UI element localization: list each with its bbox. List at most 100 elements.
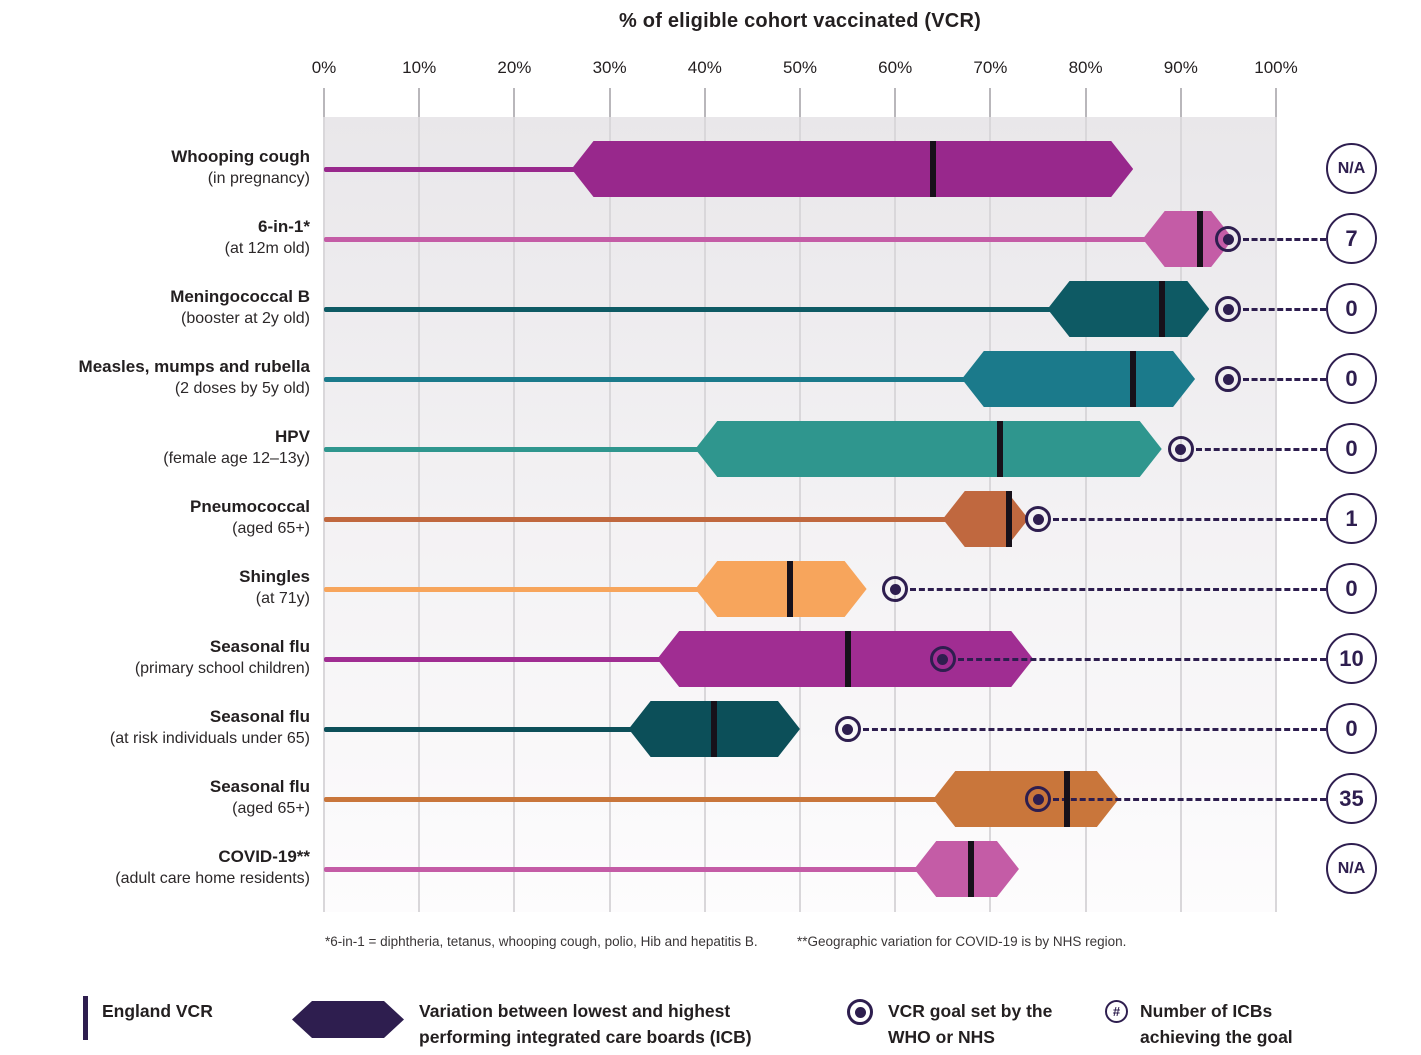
row-label-name: Measles, mumps and rubella xyxy=(78,357,310,376)
goal-dash-line xyxy=(1195,447,1326,451)
x-axis-tick-mark xyxy=(513,88,516,117)
row-label-name: Meningococcal B xyxy=(170,287,310,306)
whisker-line xyxy=(324,726,651,732)
footnote-covid: **Geographic variation for COVID-19 is b… xyxy=(797,934,1127,949)
icb-count-badge: N/A xyxy=(1326,843,1377,894)
legend-vcr-goal-icon xyxy=(847,999,873,1025)
vcr-goal-dot xyxy=(1222,303,1234,315)
x-axis-tick-label: 70% xyxy=(973,58,1008,77)
vcr-goal-marker xyxy=(1215,296,1242,322)
x-axis-tick-label: 90% xyxy=(1163,58,1198,77)
x-axis-tick-mark xyxy=(989,88,992,117)
row-label: COVID-19** (adult care home residents) xyxy=(0,846,310,890)
x-axis-tick-label: 40% xyxy=(687,58,722,77)
gridline xyxy=(513,117,516,912)
legend-vcr-goal-label: VCR goal set by the WHO or NHS xyxy=(888,1001,1053,1047)
x-axis-tick-mark xyxy=(1084,88,1087,117)
england-vcr-tick xyxy=(1006,491,1013,547)
gridline xyxy=(1179,117,1182,912)
x-axis-tick-mark xyxy=(1179,88,1182,117)
vcr-goal-marker xyxy=(834,716,861,742)
row-label-detail: (in pregnancy) xyxy=(207,170,310,187)
england-vcr-tick xyxy=(1158,281,1165,337)
row-label: Whooping cough (in pregnancy) xyxy=(0,146,310,190)
row-label: Seasonal flu (aged 65+) xyxy=(0,776,310,820)
icb-count-badge: 0 xyxy=(1326,423,1377,474)
icb-count-badge: 0 xyxy=(1326,283,1377,334)
row-label-name: COVID-19** xyxy=(218,847,310,866)
x-axis-tick-label: 50% xyxy=(782,58,818,77)
gridline xyxy=(894,117,897,912)
vcr-goal-dot xyxy=(1222,233,1234,245)
x-axis-tick-label: 0% xyxy=(311,58,337,77)
row-label: Seasonal flu (primary school children) xyxy=(0,636,310,680)
x-axis-tick-mark xyxy=(1275,88,1277,117)
gridline xyxy=(703,117,706,912)
gridline xyxy=(799,117,801,912)
vcr-goal-marker xyxy=(929,646,956,672)
england-vcr-tick xyxy=(787,561,794,617)
row-label-name: Shingles xyxy=(239,567,310,586)
row-label-name: Pneumococcal xyxy=(190,497,310,516)
icb-count-badge: 0 xyxy=(1326,353,1377,404)
whisker-line xyxy=(324,516,965,522)
whisker-line xyxy=(324,796,956,802)
icb-count-badge: 10 xyxy=(1326,633,1377,684)
row-label-detail: (at 71y) xyxy=(255,590,310,607)
icb-count-badge: 35 xyxy=(1326,773,1377,824)
vcr-goal-marker xyxy=(1215,226,1242,252)
whisker-line xyxy=(324,446,718,452)
icb-count-badge: 1 xyxy=(1326,493,1377,544)
x-axis-tick-label: 10% xyxy=(402,58,437,77)
legend-icb-variation-label: Variation between lowest and highest per… xyxy=(419,1001,752,1047)
x-axis-tick-mark xyxy=(894,88,897,117)
whisker-line xyxy=(324,656,680,662)
vcr-goal-marker xyxy=(1025,506,1051,532)
icb-range-hexagon xyxy=(695,561,866,617)
x-axis-tick-label: 30% xyxy=(592,58,627,77)
whisker-line xyxy=(324,166,594,172)
row-label-detail: (at 12m old) xyxy=(224,240,310,257)
gridline xyxy=(1084,117,1087,912)
row-label-name: Seasonal flu xyxy=(209,777,310,796)
gridline xyxy=(323,117,325,912)
icb-range-hexagon xyxy=(1048,281,1210,337)
vcr-goal-marker xyxy=(1167,436,1194,462)
x-axis-tick-mark xyxy=(418,88,421,117)
legend-england-vcr-label: England VCR xyxy=(102,1001,213,1021)
icb-count-badge: 7 xyxy=(1326,213,1377,264)
x-axis-tick-label: 60% xyxy=(878,58,913,77)
england-vcr-tick xyxy=(844,631,851,687)
row-label: HPV (female age 12–13y) xyxy=(0,426,310,470)
x-axis-tick-label: 20% xyxy=(497,58,532,77)
row-label: 6-in-1* (at 12m old) xyxy=(0,216,310,260)
vcr-goal-dot xyxy=(1032,513,1044,525)
chart-title: % of eligible cohort vaccinated (VCR) xyxy=(619,10,981,32)
goal-dash-line xyxy=(1053,517,1326,521)
row-label-name: 6-in-1* xyxy=(258,217,310,236)
vcr-goal-dot xyxy=(1175,443,1187,455)
row-label-detail: (at risk individuals under 65) xyxy=(109,730,310,747)
row-label-detail: (aged 65+) xyxy=(232,520,310,537)
goal-dash-line xyxy=(1243,237,1326,241)
england-vcr-tick xyxy=(996,421,1003,477)
x-axis-tick-mark xyxy=(323,88,325,117)
row-label: Measles, mumps and rubella (2 doses by 5y… xyxy=(0,356,310,400)
row-label-detail: (adult care home residents) xyxy=(115,870,310,887)
whisker-line xyxy=(324,586,718,592)
icb-range-hexagon xyxy=(572,141,1134,197)
legend-icb-count-label: Number of ICBs achieving the goal xyxy=(1140,1001,1293,1047)
legend-england-vcr-icon xyxy=(83,996,88,1040)
whisker-line xyxy=(324,376,984,382)
england-vcr-tick xyxy=(1196,211,1203,267)
row-label: Shingles (at 71y) xyxy=(0,566,310,610)
vcr-goal-dot xyxy=(1032,793,1044,805)
x-axis-tick-mark xyxy=(703,88,706,117)
x-axis-tick-label: 80% xyxy=(1068,58,1103,77)
row-label: Seasonal flu (at risk individuals under 6… xyxy=(0,706,310,750)
row-label: Meningococcal B (booster at 2y old) xyxy=(0,286,310,330)
legend-vcr-goal-dot xyxy=(854,1006,866,1018)
england-vcr-tick xyxy=(711,701,718,757)
goal-dash-line xyxy=(1053,797,1326,801)
icb-count-badge: N/A xyxy=(1326,143,1377,194)
